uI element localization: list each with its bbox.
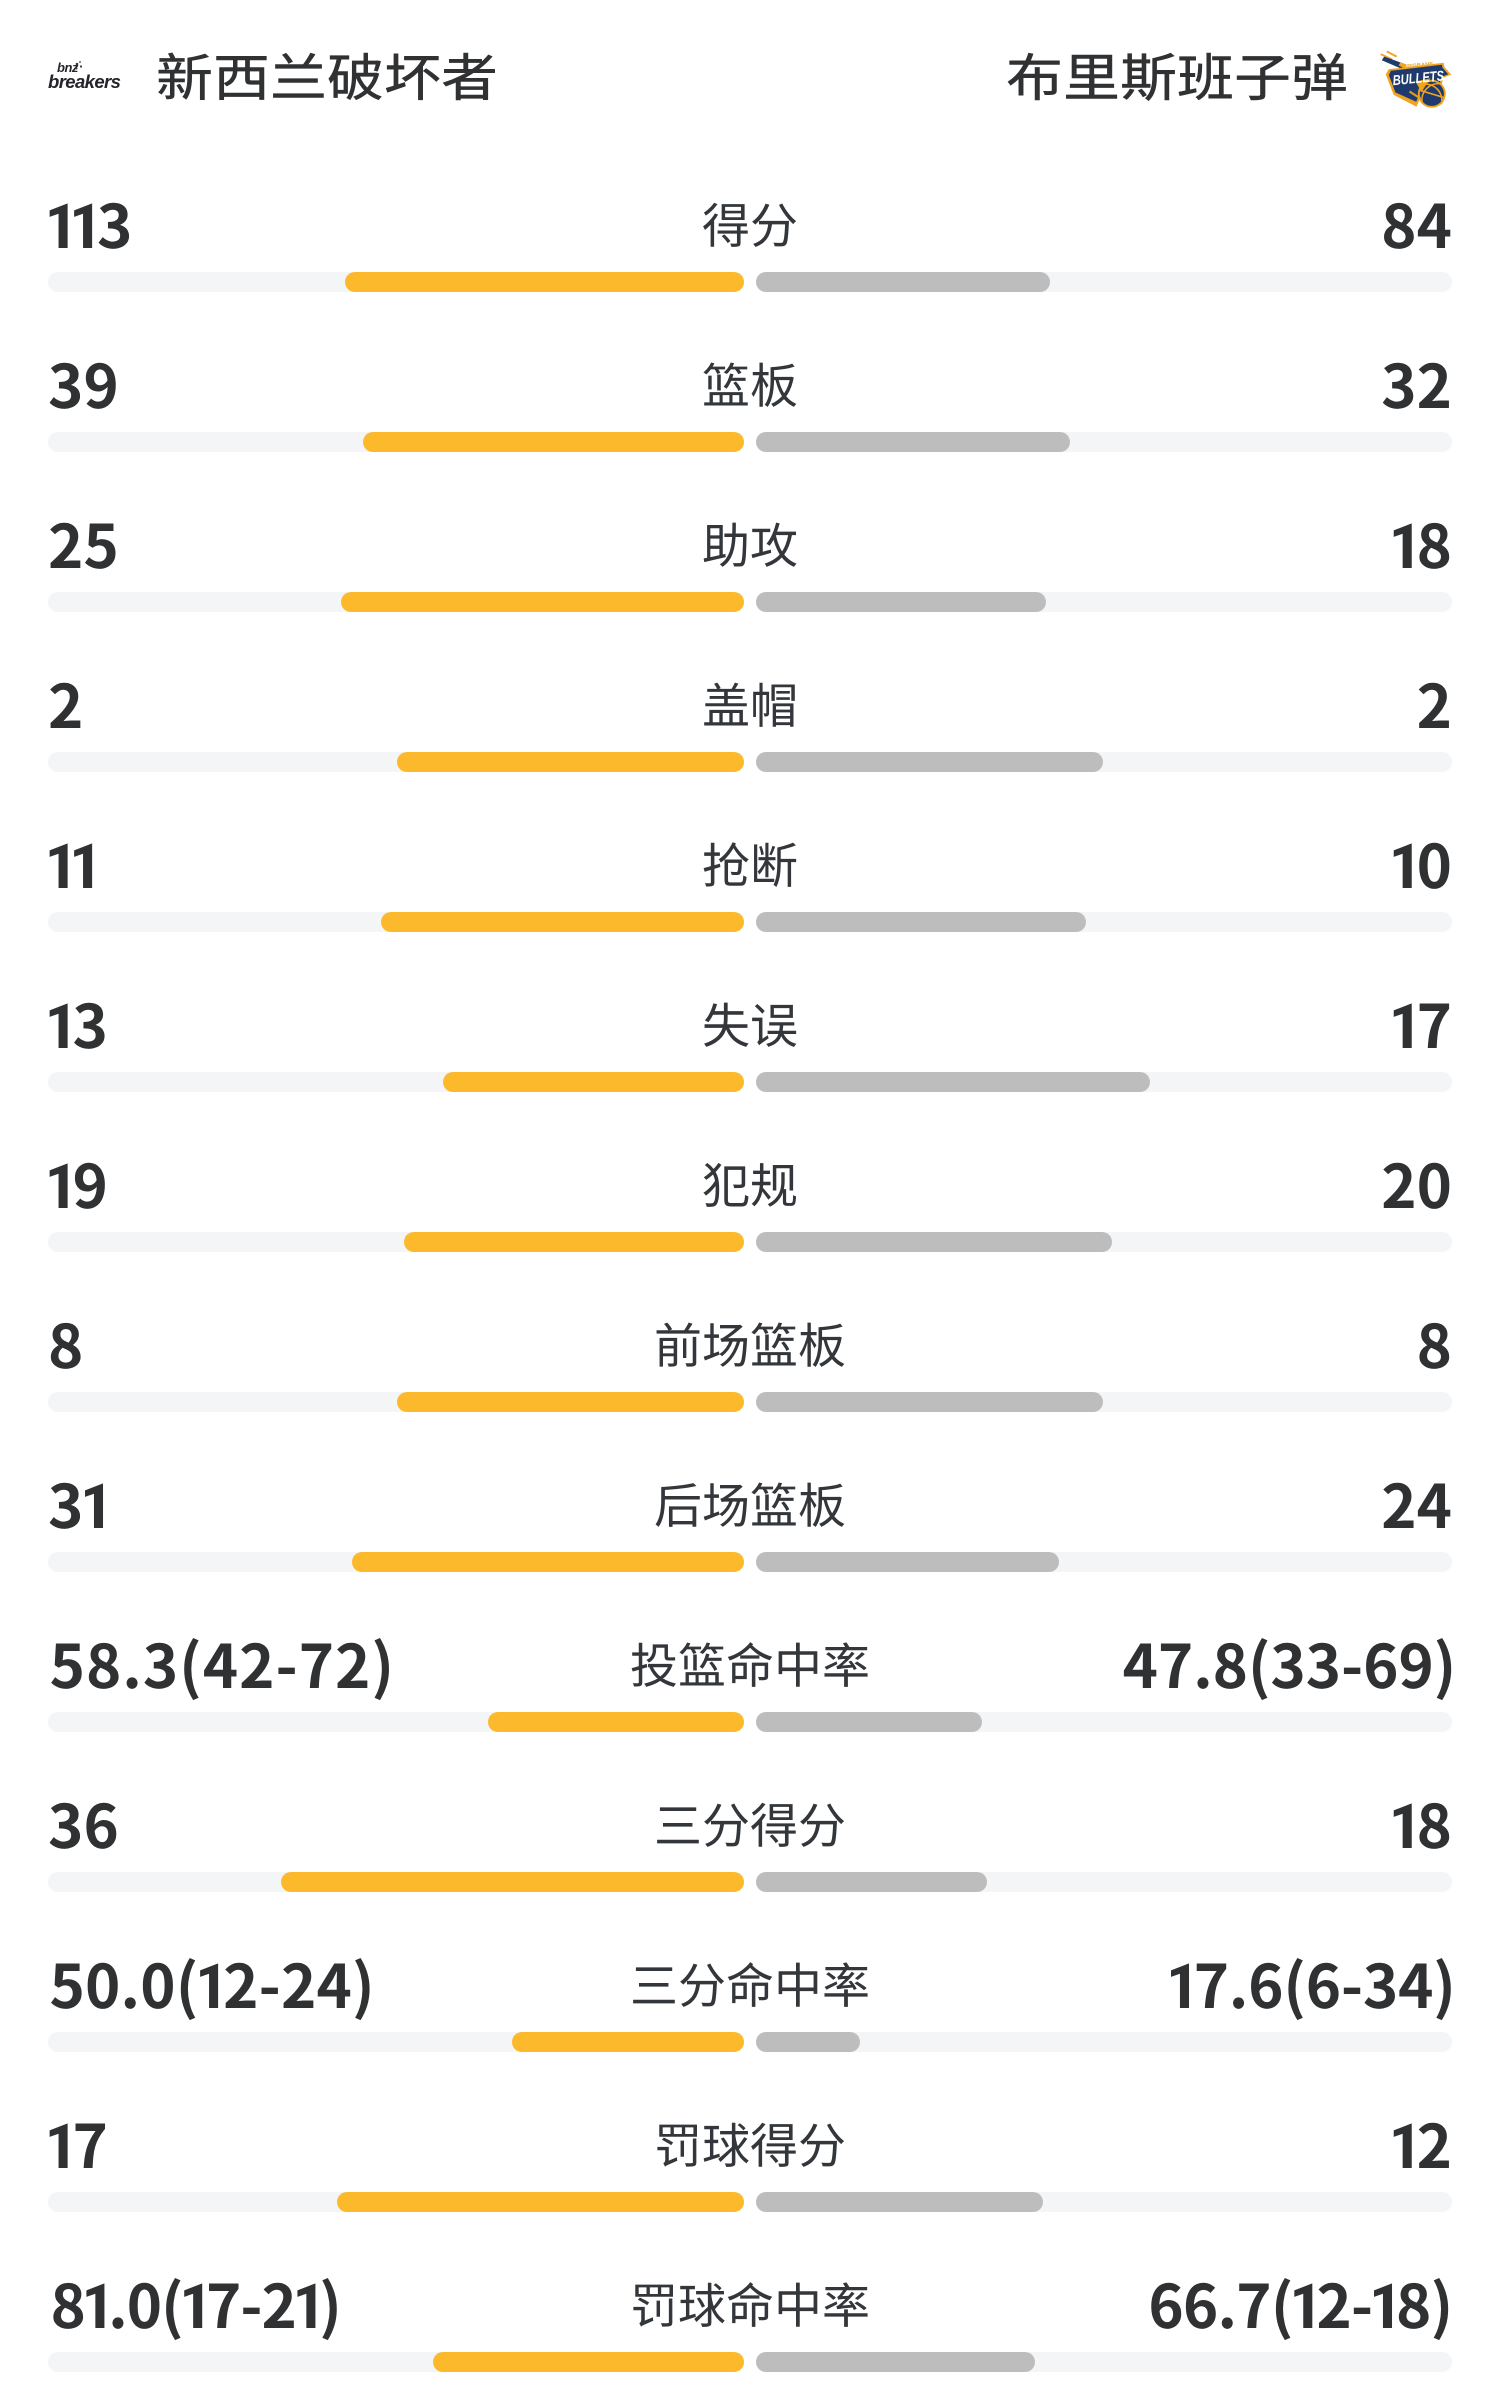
svg-text:bnz: bnz: [57, 60, 79, 75]
svg-text:breakers: breakers: [48, 71, 121, 92]
svg-text:BULLETS: BULLETS: [1392, 68, 1445, 89]
svg-text:BRISBANE: BRISBANE: [1403, 61, 1435, 70]
